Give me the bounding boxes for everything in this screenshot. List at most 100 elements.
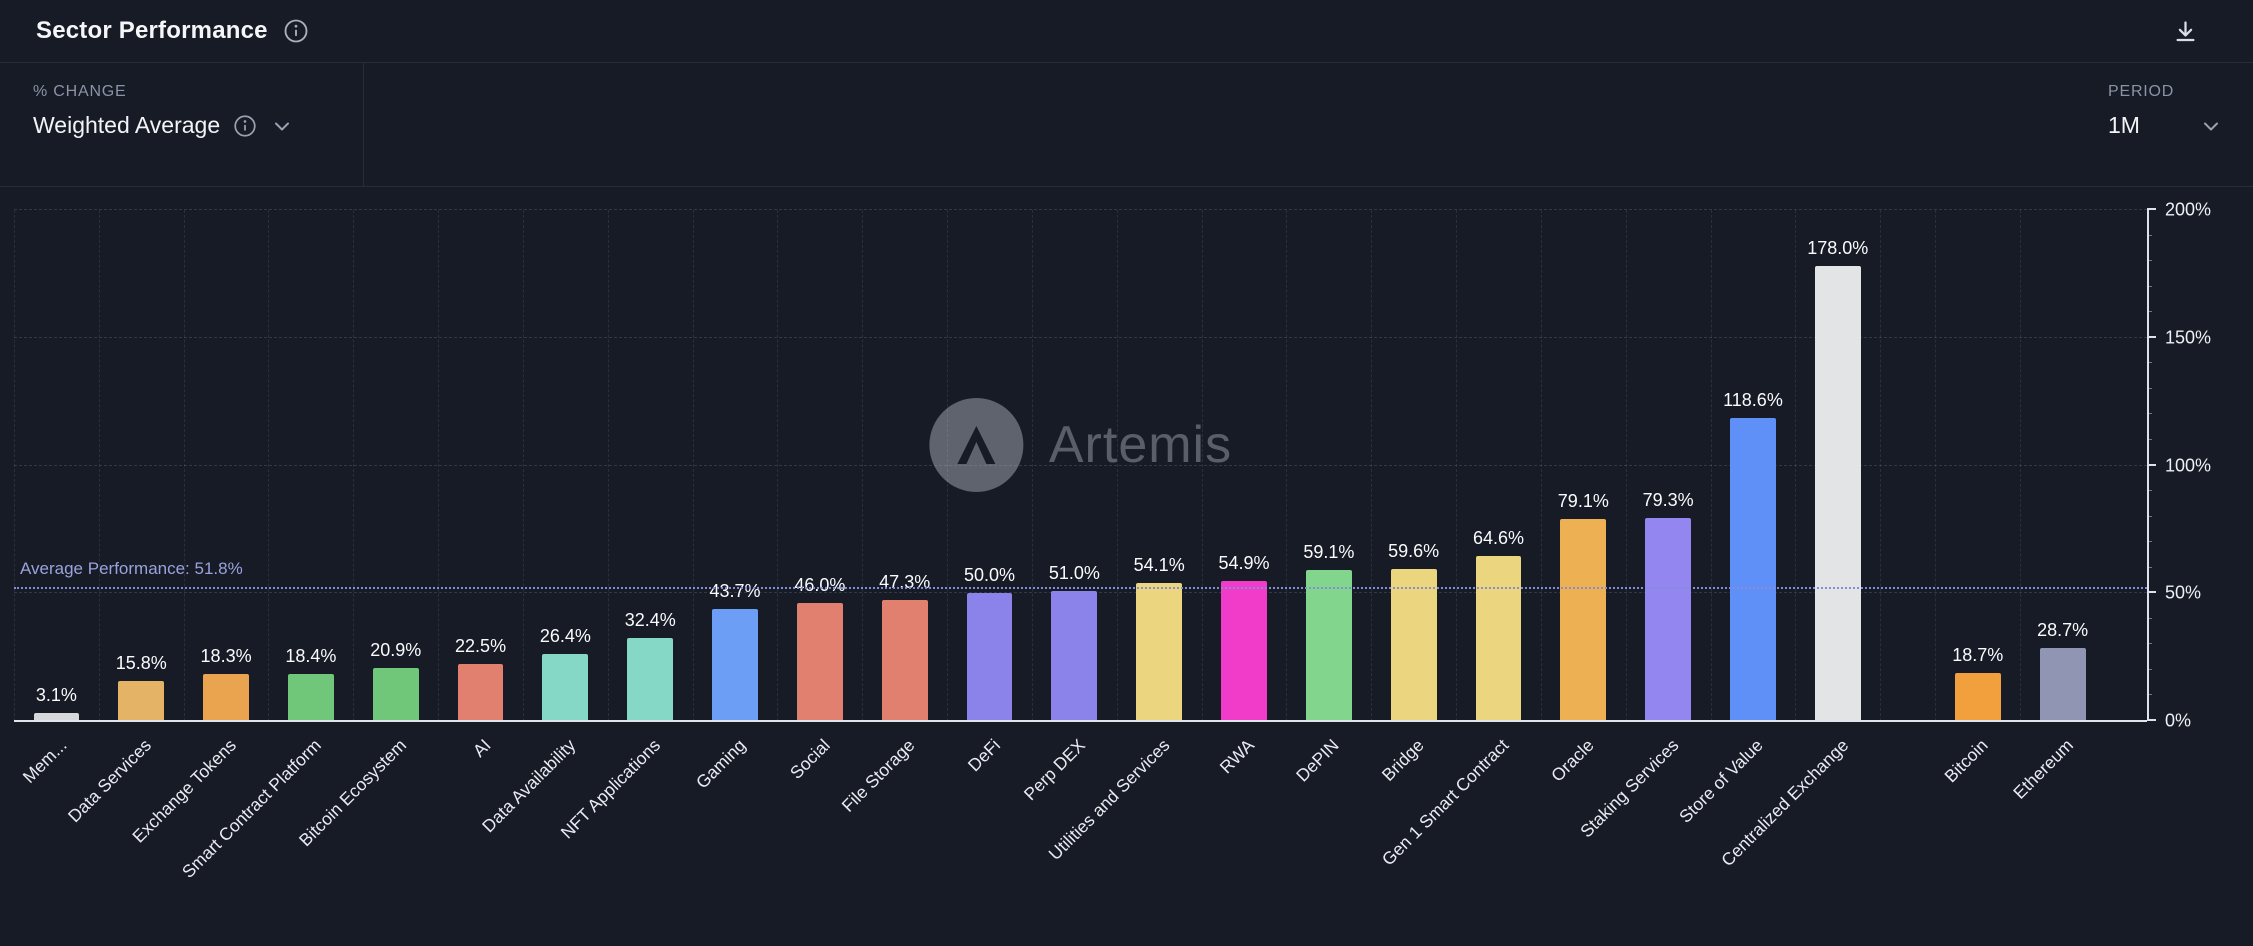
bar-nft-applications[interactable]	[627, 638, 674, 721]
bar-value-label: 3.1%	[35, 685, 77, 706]
horizontal-gridline	[14, 209, 2147, 210]
y-axis-minor-tick	[2147, 387, 2152, 389]
bar-gaming[interactable]	[712, 609, 758, 721]
y-axis-minor-tick	[2147, 362, 2152, 364]
bar-slot-ethereum: 28.7% Ethereum	[2009, 210, 2105, 803]
bar-perp-dex[interactable]	[1051, 590, 1098, 721]
bar-ai[interactable]	[457, 663, 504, 721]
y-axis-minor-tick	[2147, 566, 2152, 568]
bar-slot-staking-services: 79.3% Staking Services	[1576, 210, 1711, 841]
bar-value-label: 47.3%	[879, 572, 931, 593]
y-axis-minor-tick	[2147, 413, 2152, 415]
period-dropdown[interactable]: PERIOD 1M	[2073, 63, 2253, 186]
bar-slot-exchange-tokens: 18.3% Exchange Tokens	[129, 210, 269, 847]
bar-value-label: 28.7%	[2037, 619, 2089, 640]
x-axis-label: Social	[786, 735, 835, 783]
download-icon[interactable]	[2172, 18, 2199, 45]
y-axis-minor-tick	[2147, 643, 2152, 645]
bar-slot-file-storage: 47.3% File Storage	[838, 210, 947, 816]
metric-info-icon[interactable]	[232, 113, 258, 139]
bar-value-label: 15.8%	[115, 652, 167, 673]
bar-value-label: 50.0%	[964, 565, 1016, 586]
y-axis-line	[2147, 210, 2149, 721]
y-axis: 0% 50% 100% 150% 200%	[2147, 200, 2253, 731]
title-info-icon[interactable]	[282, 17, 310, 45]
bar-value-label: 18.4%	[285, 646, 337, 666]
bar-data-availability[interactable]	[542, 653, 589, 721]
y-axis-minor-tick	[2147, 260, 2152, 262]
bar-slot-mem: 3.1% Mem...	[14, 210, 99, 787]
bar-value-label: 32.4%	[624, 610, 676, 631]
bar-value-label: 51.0%	[1048, 562, 1100, 583]
y-axis-tick	[2147, 463, 2156, 466]
controls-bar: % CHANGE Weighted Average PERIOD 1M	[0, 63, 2253, 187]
bar-store-of-value[interactable]	[1730, 417, 1776, 721]
bar-social[interactable]	[796, 603, 843, 721]
bar-data-services[interactable]	[118, 680, 165, 721]
bar-bitcoin[interactable]	[1954, 673, 2001, 721]
x-axis-label: RWA	[1215, 735, 1259, 778]
y-axis-minor-tick	[2147, 515, 2152, 517]
bar-value-label: 64.6%	[1472, 527, 1525, 548]
bar-file-storage[interactable]	[881, 600, 928, 721]
bar-bridge[interactable]	[1390, 568, 1437, 721]
y-axis-tick-label: 200%	[2165, 199, 2212, 220]
category-group-gap	[1880, 210, 1935, 721]
bar-smart-contract-platform[interactable]	[288, 674, 334, 721]
bar-defi[interactable]	[966, 593, 1013, 721]
bar-slot-data-availability: 26.4% Data Availability	[478, 210, 608, 836]
bar-staking-services[interactable]	[1645, 518, 1692, 721]
bar-mem[interactable]	[33, 713, 80, 721]
bar-slot-defi: 50.0% DeFi	[947, 210, 1032, 775]
y-axis-minor-tick	[2147, 668, 2152, 670]
bar-rwa[interactable]	[1221, 580, 1267, 721]
x-axis-label: Ethereum	[2008, 735, 2077, 803]
bar-ethereum[interactable]	[2039, 647, 2086, 721]
chevron-down-icon[interactable]	[270, 114, 294, 138]
x-axis-label: Gaming	[691, 735, 750, 793]
bar-slot-gen-1-smart-contract: 64.6% Gen 1 Smart Contract	[1378, 210, 1541, 870]
bar-slot-bitcoin-ecosystem: 20.9% Bitcoin Ecosystem	[295, 210, 438, 850]
bar-value-label: 18.3%	[200, 646, 252, 667]
bar-value-label: 26.4%	[539, 625, 591, 646]
bar-slot-oracle: 79.1% Oracle	[1540, 210, 1626, 786]
y-axis-tick	[2147, 719, 2156, 721]
bar-centralized-exchange[interactable]	[1814, 266, 1861, 721]
bar-exchange-tokens[interactable]	[203, 674, 249, 721]
bar-slot-perp-dex: 51.0% Perp DEX	[1019, 210, 1117, 804]
bar-oracle[interactable]	[1560, 518, 1607, 721]
y-axis-minor-tick	[2147, 285, 2152, 287]
bar-utilities-and-services[interactable]	[1136, 582, 1183, 721]
x-axis-label: Store of Value	[1675, 735, 1768, 827]
average-line-label: Average Performance: 51.8%	[20, 558, 243, 578]
widget-header: Sector Performance	[0, 0, 2253, 63]
bar-depin[interactable]	[1305, 570, 1352, 721]
bar-slots: 3.1% Mem... 15.8% Data Services 18.3% Exchang…	[14, 210, 2147, 882]
metric-dropdown[interactable]: % CHANGE Weighted Average	[0, 63, 364, 186]
bar-slot-nft-applications: 32.4% NFT Applications	[557, 210, 693, 842]
y-axis-minor-tick	[2147, 617, 2152, 619]
bar-value-label: 59.1%	[1303, 542, 1355, 562]
x-axis-label: Data Services	[64, 735, 156, 827]
controls-spacer	[364, 63, 2073, 186]
y-axis-tick	[2147, 208, 2156, 210]
bar-slot-depin: 59.1% DePIN	[1286, 210, 1371, 786]
y-axis-tick-label: 50%	[2165, 582, 2202, 603]
x-axis-label: Oracle	[1546, 735, 1598, 786]
bar-slot-social: 46.0% Social	[777, 210, 862, 783]
metric-value: Weighted Average	[33, 112, 221, 138]
bar-value-label: 46.0%	[794, 575, 846, 596]
y-axis-minor-tick	[2147, 438, 2152, 440]
x-axis-label: File Storage	[837, 735, 919, 816]
x-axis-label: Perp DEX	[1019, 735, 1089, 805]
x-axis-label: Bridge	[1377, 735, 1428, 785]
bar-slot-gaming: 43.7% Gaming	[692, 210, 778, 792]
y-axis-tick	[2147, 591, 2156, 594]
bar-slot-utilities-and-services: 54.1% Utilities and Services	[1044, 210, 1202, 864]
bar-gen-1-smart-contract[interactable]	[1475, 555, 1522, 721]
period-value: 1M	[2108, 112, 2140, 138]
chevron-down-icon[interactable]	[2199, 114, 2223, 138]
bar-bitcoin-ecosystem[interactable]	[372, 667, 419, 721]
x-axis-label: Bitcoin	[1940, 735, 1992, 787]
bar-value-label: 59.6%	[1388, 540, 1440, 561]
